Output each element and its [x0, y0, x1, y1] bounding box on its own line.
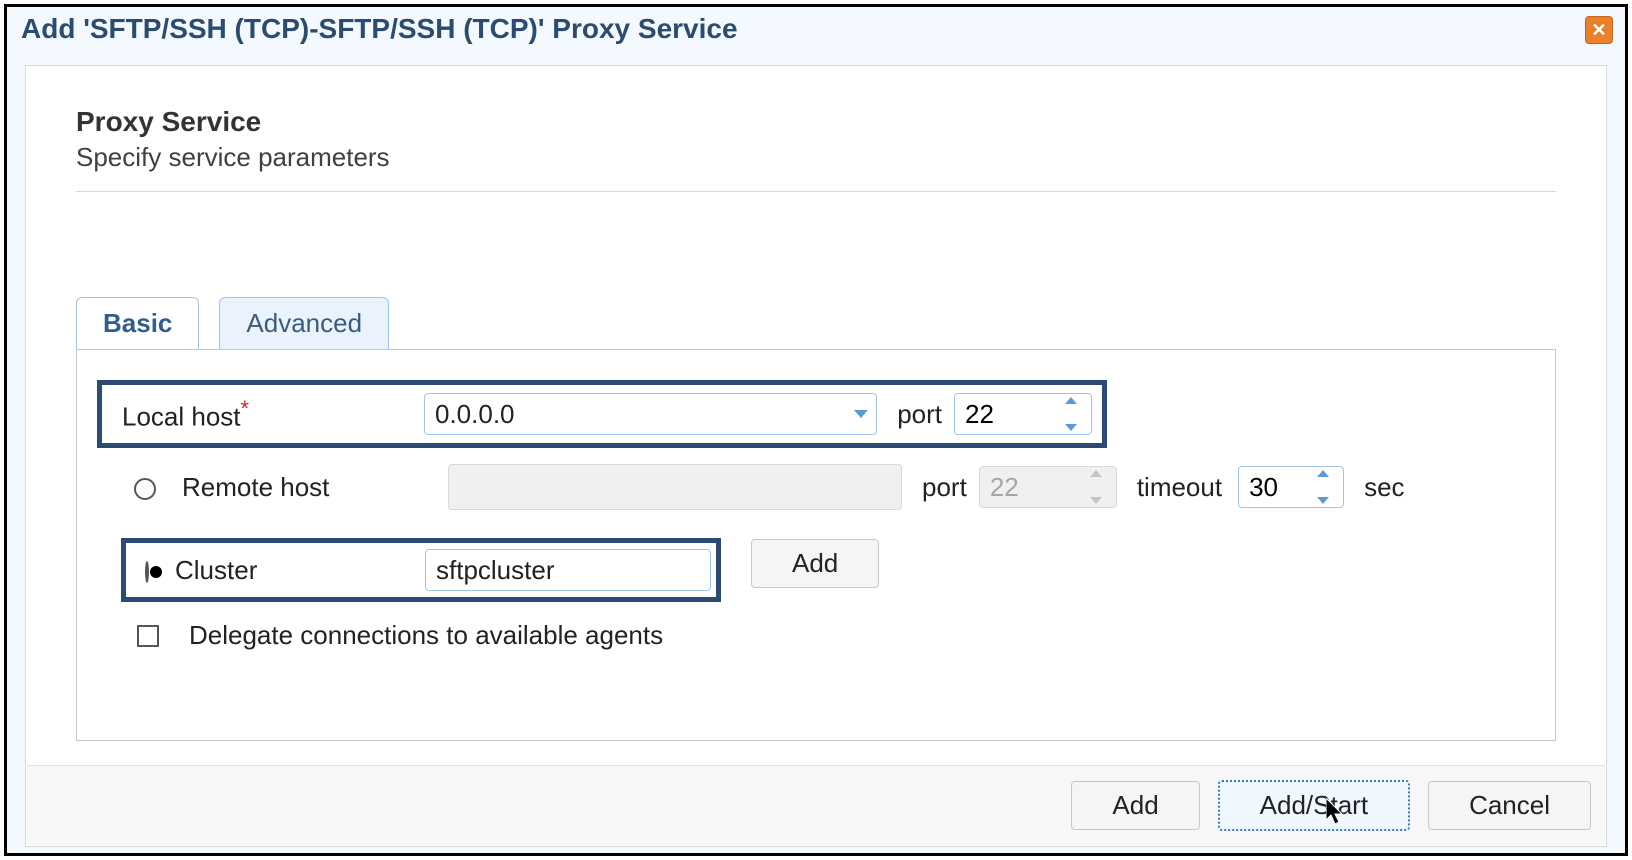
tab-strip: Basic Advanced [76, 296, 1556, 349]
remote-port-spinner [979, 466, 1117, 508]
remote-port-label: port [922, 472, 967, 503]
cancel-button[interactable]: Cancel [1428, 781, 1591, 830]
add-start-button[interactable]: Add/Start [1218, 780, 1410, 831]
local-host-combo[interactable] [424, 393, 877, 435]
timeout-input[interactable] [1239, 467, 1317, 507]
delegate-checkbox[interactable] [137, 625, 159, 647]
cluster-wrapper: Cluster Add [101, 524, 1531, 602]
chevron-down-icon[interactable] [1317, 497, 1329, 504]
remote-host-input[interactable] [448, 464, 902, 510]
delegate-row: Delegate connections to available agents [101, 620, 1531, 651]
close-button[interactable]: ✕ [1585, 16, 1613, 44]
dialog-footer: Add Add/Start Cancel [27, 765, 1605, 845]
delegate-label: Delegate connections to available agents [189, 620, 663, 651]
timeout-spinner[interactable] [1238, 466, 1344, 508]
tab-basic[interactable]: Basic [76, 297, 199, 350]
local-host-input[interactable] [425, 394, 846, 434]
local-port-label: port [897, 399, 942, 430]
cluster-row: Cluster [121, 538, 721, 602]
section-title: Proxy Service [76, 106, 1556, 138]
chevron-up-icon[interactable] [1317, 470, 1329, 477]
local-port-spinner[interactable] [954, 393, 1092, 435]
required-asterisk: * [241, 396, 250, 421]
remote-port-steppers [1090, 467, 1116, 507]
add-cluster-button[interactable]: Add [751, 539, 879, 588]
remote-host-row: Remote host port timeout [101, 464, 1531, 510]
sec-label: sec [1364, 472, 1404, 503]
window-title: Add 'SFTP/SSH (TCP)-SFTP/SSH (TCP)' Prox… [21, 13, 738, 45]
local-host-dropdown[interactable] [846, 394, 876, 434]
close-icon: ✕ [1591, 20, 1606, 41]
tab-panel-basic: Local host* port [76, 349, 1556, 741]
timeout-steppers [1317, 467, 1343, 507]
local-port-steppers [1065, 394, 1091, 434]
local-host-row: Local host* port [97, 380, 1107, 448]
local-host-label-text: Local host [122, 401, 241, 431]
chevron-down-icon[interactable] [1065, 424, 1077, 431]
cluster-label: Cluster [175, 555, 413, 586]
chevron-down-icon [854, 410, 868, 418]
divider [76, 191, 1556, 192]
window-frame: Add 'SFTP/SSH (TCP)-SFTP/SSH (TCP)' Prox… [4, 4, 1628, 856]
tab-advanced[interactable]: Advanced [219, 297, 389, 350]
section-subtitle: Specify service parameters [76, 142, 1556, 173]
add-button[interactable]: Add [1071, 781, 1199, 830]
cluster-input[interactable] [426, 550, 781, 590]
chevron-down-icon [1090, 497, 1102, 504]
remote-host-radio[interactable] [134, 478, 156, 500]
chevron-up-icon[interactable] [1065, 397, 1077, 404]
tabs-container: Basic Advanced Local host* port [76, 296, 1556, 741]
dialog-body: Proxy Service Specify service parameters… [25, 65, 1607, 847]
remote-port-input [980, 467, 1090, 507]
titlebar: Add 'SFTP/SSH (TCP)-SFTP/SSH (TCP)' Prox… [7, 7, 1625, 61]
timeout-label: timeout [1137, 472, 1222, 503]
cluster-radio[interactable] [145, 561, 149, 583]
section-header: Proxy Service Specify service parameters [26, 66, 1606, 216]
remote-host-label: Remote host [182, 472, 436, 503]
local-port-input[interactable] [955, 394, 1065, 434]
chevron-up-icon [1090, 470, 1102, 477]
cluster-combo[interactable] [425, 549, 711, 591]
local-host-label: Local host* [122, 396, 412, 433]
